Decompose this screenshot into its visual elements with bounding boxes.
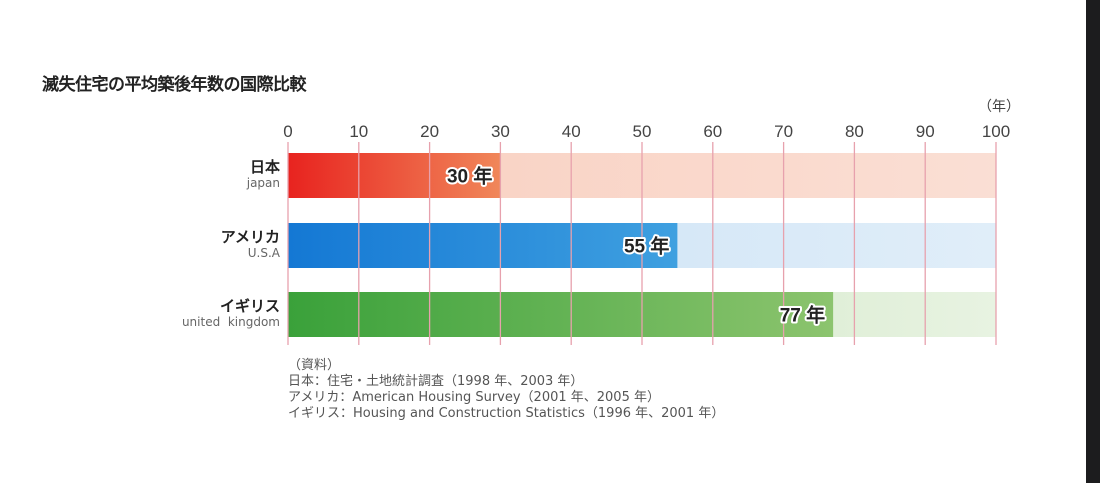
x-tick-label: 50 xyxy=(633,122,652,141)
x-tick-label: 90 xyxy=(916,122,935,141)
source-line-uk: イギリス：Housing and Construction Statistics… xyxy=(288,406,725,421)
x-tick-label: 30 xyxy=(491,122,510,141)
value-label: 30 年 xyxy=(447,165,492,188)
category-label-en: japan xyxy=(246,176,280,190)
source-notes: （資料） 日本：住宅・土地統計調査（1998 年、2003 年） アメリカ：Am… xyxy=(288,358,724,422)
x-tick-label: 100 xyxy=(982,122,1010,141)
bar xyxy=(288,153,501,198)
category-label-japan: 日本 japan xyxy=(247,158,280,191)
source-line-japan: 日本：住宅・土地統計調査（1998 年、2003 年） xyxy=(288,374,584,389)
bar xyxy=(288,223,678,268)
bar-track xyxy=(677,223,996,268)
x-tick-label: 60 xyxy=(703,122,722,141)
bar-track xyxy=(500,153,996,198)
x-tick-label: 70 xyxy=(774,122,793,141)
chart-title: 滅失住宅の平均築後年数の国際比較 xyxy=(42,75,307,95)
bar xyxy=(288,292,834,337)
x-tick-label: 40 xyxy=(562,122,581,141)
x-tick-label: 0 xyxy=(283,122,292,141)
category-label-jp: イギリス xyxy=(219,297,280,315)
bar-track xyxy=(833,292,996,337)
bars xyxy=(288,153,834,337)
x-tick-label: 10 xyxy=(349,122,368,141)
gridlines xyxy=(287,142,997,345)
category-label-jp: アメリカ xyxy=(220,228,280,246)
source-heading: （資料） xyxy=(288,358,341,373)
category-label-uk: イギリス united kingdom xyxy=(182,297,280,330)
x-tick-label: 80 xyxy=(845,122,864,141)
category-label-usa: アメリカ U.S.A xyxy=(221,228,280,261)
bar-tracks xyxy=(500,153,996,337)
dark-edge-panel xyxy=(1086,0,1100,483)
value-label: 77 年 xyxy=(780,304,825,327)
category-label-en: U.S.A xyxy=(247,246,280,260)
category-label-jp: 日本 xyxy=(249,158,280,176)
x-tick-label: 20 xyxy=(420,122,439,141)
value-labels: 30 年 55 年 77 年 xyxy=(445,163,827,329)
category-label-en: united kingdom xyxy=(181,315,280,329)
axis-unit-label: （年） xyxy=(978,99,1020,115)
source-line-usa: アメリカ：American Housing Survey（2001 年、2005… xyxy=(288,390,660,405)
value-label: 55 年 xyxy=(624,235,669,258)
tick-labels: 0 10 20 30 40 50 60 70 80 90 100 xyxy=(283,122,1010,141)
